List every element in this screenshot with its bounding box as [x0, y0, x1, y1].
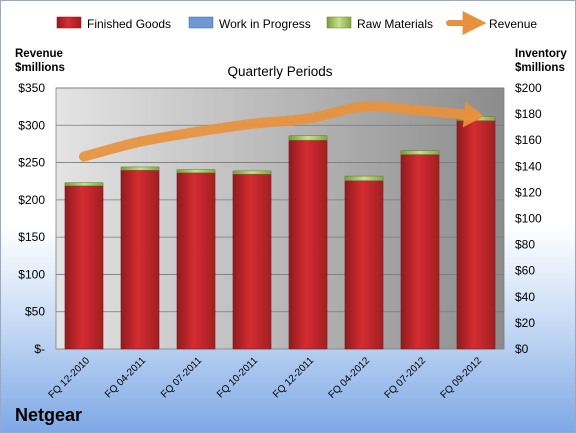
bar-finished-goods: [120, 169, 160, 350]
bar-raw-materials: [288, 135, 328, 141]
chart-title: Quarterly Periods: [227, 64, 332, 79]
bar-finished-goods: [232, 173, 272, 350]
legend-label-revenue: Revenue: [489, 17, 537, 31]
right-tick-label: $200: [515, 81, 542, 95]
right-tick-label: $60: [515, 264, 535, 278]
right-tick-label: $180: [515, 107, 542, 121]
bar-raw-materials: [344, 175, 384, 181]
bar-finished-goods: [176, 172, 216, 350]
revenue-line: [79, 101, 481, 162]
right-tick-label: $0: [515, 342, 529, 356]
right-tick-label: $20: [515, 316, 535, 330]
category-label: FQ 07-2011: [159, 355, 204, 400]
bars: [64, 116, 496, 350]
legend-swatch-work-in-progress: [188, 16, 214, 29]
bar-finished-goods: [64, 185, 104, 350]
right-tick-label: $100: [515, 212, 542, 226]
legend-label-raw-materials: Raw Materials: [357, 17, 433, 31]
bar-raw-materials: [64, 182, 104, 187]
bar-finished-goods: [400, 154, 440, 350]
left-tick-label: $350: [18, 81, 45, 95]
bar-finished-goods: [288, 139, 328, 350]
category-label: FQ 07-2012: [383, 355, 429, 401]
revenue-arrowhead: [462, 101, 484, 128]
bar-raw-materials: [232, 170, 272, 175]
bar-finished-goods: [344, 180, 384, 350]
legend-swatch-finished-goods: [56, 16, 82, 29]
bar-raw-materials: [120, 166, 160, 171]
left-axis-title: Revenue $millions: [15, 48, 66, 74]
right-tick-label: $120: [515, 185, 542, 199]
left-tick-label: $150: [18, 230, 45, 244]
left-tick-label: $50: [25, 305, 45, 319]
bar-raw-materials: [400, 150, 440, 155]
legend-label-work-in-progress: Work in Progress: [219, 17, 311, 31]
right-tick-label: $80: [515, 238, 535, 252]
legend: Finished Goods Work in Progress Raw Mate…: [56, 11, 537, 35]
right-tick-label: $160: [515, 133, 542, 147]
right-tick-label: $40: [515, 290, 535, 304]
left-tick-label: $200: [18, 193, 45, 207]
left-tick-label: $-: [34, 342, 45, 356]
category-label: FQ 04-2012: [327, 355, 373, 401]
legend-label-finished-goods: Finished Goods: [87, 17, 171, 31]
bar-finished-goods: [456, 120, 496, 350]
category-label: FQ 10-2011: [215, 355, 260, 400]
left-tick-label: $250: [18, 156, 45, 170]
legend-swatch-raw-materials: [326, 16, 352, 29]
left-tick-label: $300: [18, 118, 45, 132]
bar-raw-materials: [176, 169, 216, 174]
category-label: FQ 12-2010: [47, 355, 93, 401]
category-label: FQ 12-2011: [271, 355, 316, 400]
company-name: Netgear: [15, 405, 83, 425]
right-tick-label: $140: [515, 159, 542, 173]
right-axis-title: Inventory $millions: [515, 48, 570, 74]
left-tick-label: $100: [18, 267, 45, 281]
category-label: FQ 09-2012: [439, 355, 485, 401]
category-label: FQ 04-2011: [103, 355, 148, 400]
